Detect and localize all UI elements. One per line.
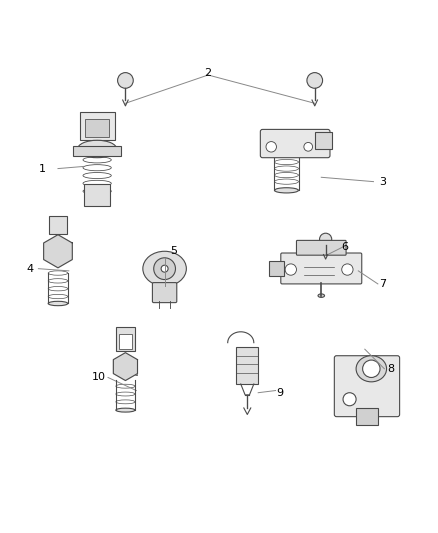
Circle shape (154, 258, 176, 279)
Circle shape (320, 233, 332, 245)
FancyBboxPatch shape (84, 184, 110, 206)
Ellipse shape (78, 140, 117, 158)
Text: 6: 6 (342, 242, 349, 252)
FancyBboxPatch shape (269, 261, 284, 276)
Text: 10: 10 (92, 373, 106, 383)
Circle shape (161, 265, 168, 272)
FancyBboxPatch shape (297, 240, 346, 255)
Circle shape (266, 142, 276, 152)
Text: 2: 2 (205, 68, 212, 78)
Text: 7: 7 (378, 279, 386, 289)
FancyBboxPatch shape (80, 112, 115, 140)
Circle shape (117, 72, 133, 88)
Text: 5: 5 (170, 246, 177, 256)
FancyBboxPatch shape (260, 130, 330, 158)
FancyBboxPatch shape (334, 356, 399, 417)
Ellipse shape (318, 294, 325, 297)
FancyBboxPatch shape (116, 327, 135, 351)
Circle shape (343, 393, 356, 406)
FancyBboxPatch shape (49, 216, 67, 234)
FancyBboxPatch shape (152, 282, 177, 303)
Circle shape (307, 72, 322, 88)
FancyBboxPatch shape (131, 365, 137, 375)
Text: 9: 9 (276, 387, 283, 398)
Ellipse shape (356, 356, 387, 382)
Circle shape (304, 142, 313, 151)
FancyBboxPatch shape (281, 253, 362, 284)
Text: 4: 4 (26, 264, 33, 273)
Polygon shape (113, 353, 138, 381)
Ellipse shape (48, 301, 68, 305)
FancyBboxPatch shape (85, 119, 110, 137)
Ellipse shape (143, 251, 186, 286)
Ellipse shape (116, 408, 135, 412)
Circle shape (342, 264, 353, 275)
FancyBboxPatch shape (73, 146, 121, 156)
FancyBboxPatch shape (119, 334, 131, 349)
Circle shape (285, 264, 297, 275)
Text: 8: 8 (387, 364, 395, 374)
Polygon shape (44, 235, 72, 268)
Text: 1: 1 (39, 164, 46, 174)
Text: 3: 3 (379, 176, 386, 187)
Circle shape (363, 360, 380, 377)
FancyBboxPatch shape (237, 347, 258, 384)
FancyBboxPatch shape (315, 132, 332, 149)
Ellipse shape (275, 188, 298, 193)
FancyBboxPatch shape (356, 408, 378, 425)
